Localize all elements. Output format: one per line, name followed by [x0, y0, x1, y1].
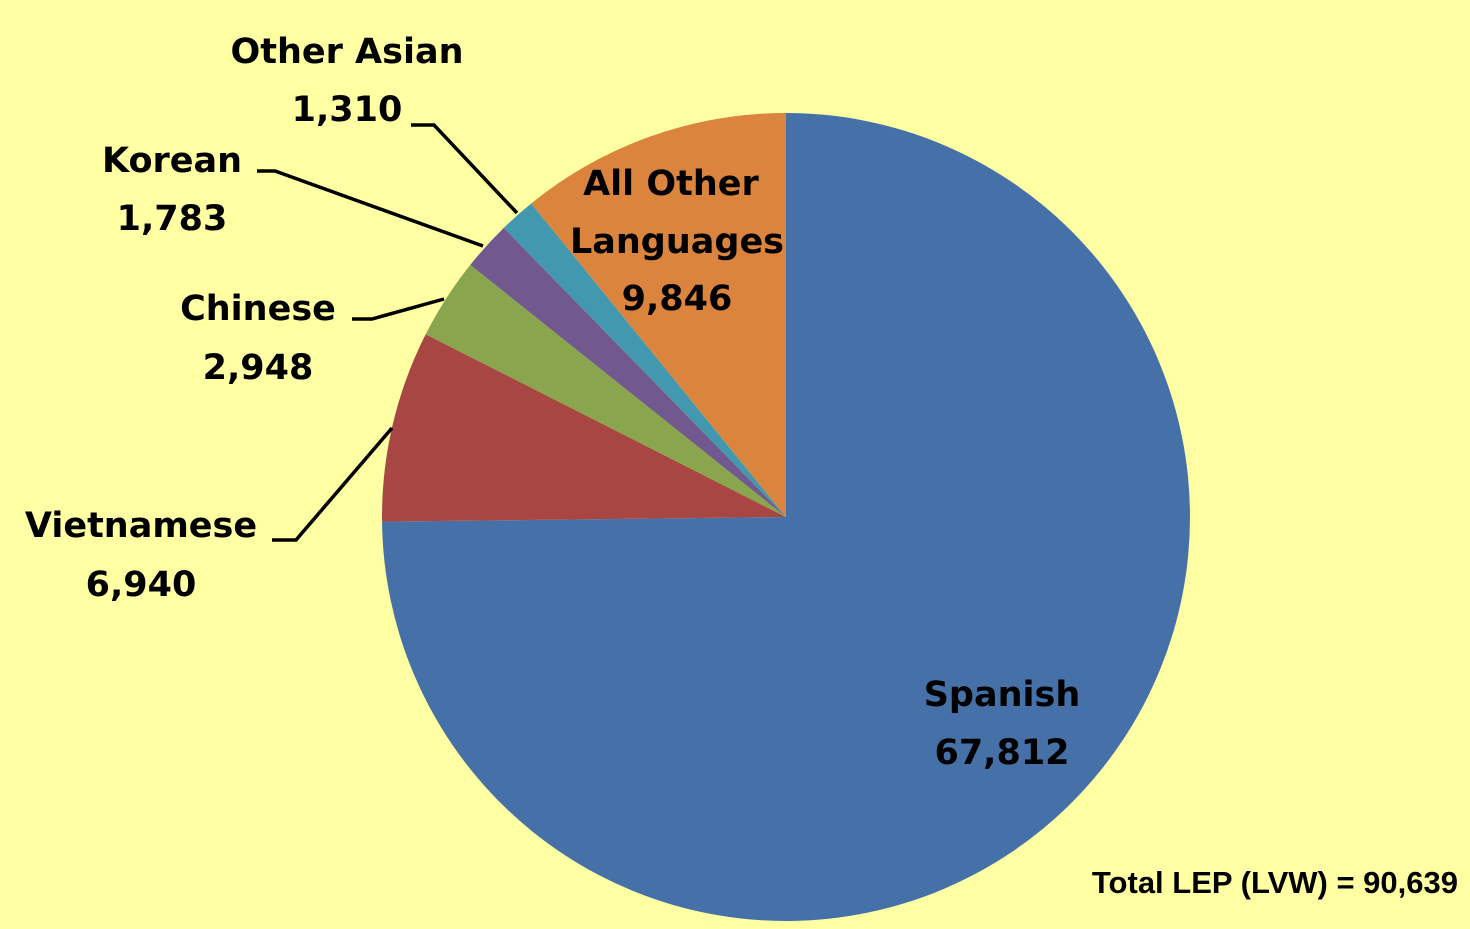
leader-line-vietnamese	[272, 426, 394, 542]
total-lep-note: Total LEP (LVW) = 90,639	[1092, 865, 1458, 900]
slice-value-other-asian: 1,310	[292, 90, 403, 130]
pie-slice-vietnamese	[382, 334, 786, 522]
slice-label-other-asian: Other Asian	[230, 32, 463, 72]
slice-label-vietnamese: Vietnamese	[25, 506, 257, 546]
slice-label-chinese: Chinese	[180, 289, 336, 329]
pie-slices	[382, 112, 1191, 921]
leader-line-korean	[257, 169, 484, 248]
slice-value-all-other-languages: 9,846	[622, 279, 733, 319]
slice-value-korean: 1,783	[117, 199, 228, 239]
pie-slice-chinese	[425, 264, 786, 517]
slice-labels: Spanish 67,812 Vietnamese 6,940 Chinese …	[25, 32, 1080, 773]
slice-value-chinese: 2,948	[203, 348, 314, 388]
pie-slice-korean	[470, 227, 786, 517]
slice-value-vietnamese: 6,940	[86, 565, 197, 605]
slice-label-all-other-languages: All Other Languages	[570, 164, 784, 262]
leader-lines	[257, 123, 519, 542]
slice-label-spanish: Spanish	[924, 675, 1081, 715]
leader-line-chinese	[352, 297, 445, 321]
leader-line-other-asian	[411, 123, 519, 215]
slice-value-spanish: 67,812	[934, 733, 1069, 773]
slice-label-korean: Korean	[102, 141, 242, 181]
pie-slice-spanish	[382, 112, 1191, 921]
pie-slice-all-other-languages	[531, 113, 786, 517]
pie-slice-other-asian	[503, 203, 786, 517]
